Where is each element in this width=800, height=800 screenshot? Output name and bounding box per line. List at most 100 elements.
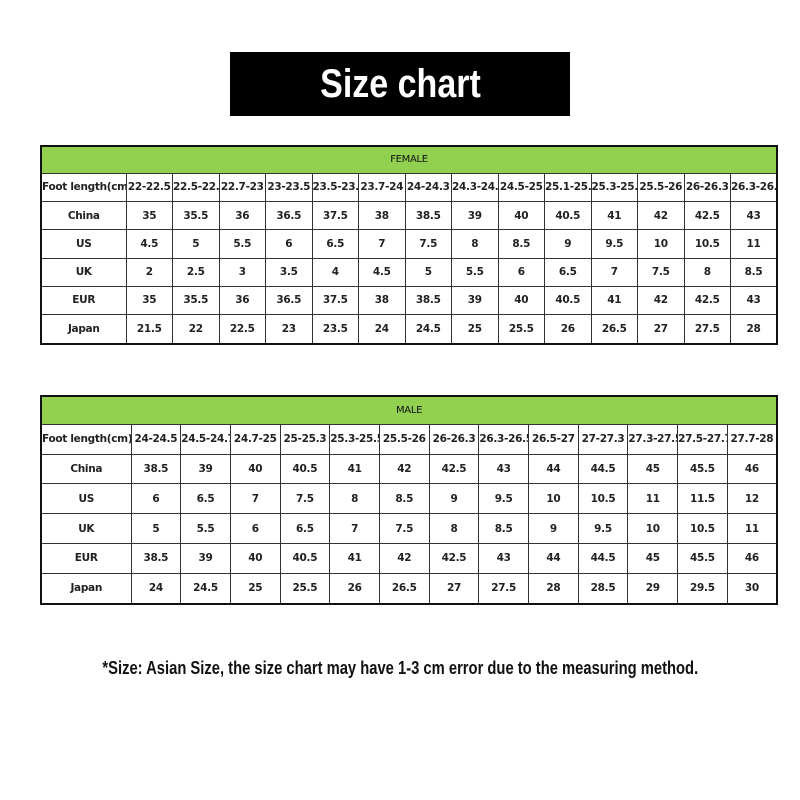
- foot-length-cell: 27.5-27.7: [677, 424, 728, 455]
- row-label: Foot length(cm): [40, 424, 132, 455]
- size-cell: 11: [627, 483, 679, 515]
- foot-length-cell: 24.7-25: [229, 424, 281, 455]
- foot-length-cell: 25.3-25.5: [590, 172, 638, 202]
- size-cell: 38.5: [404, 200, 452, 231]
- size-cell: 40: [497, 200, 545, 231]
- size-cell: 6: [229, 513, 281, 544]
- size-cell: 9: [528, 513, 579, 544]
- size-cell: 6.5: [279, 513, 331, 544]
- size-cell: 8.5: [378, 483, 430, 515]
- size-cell: 29: [627, 572, 679, 605]
- size-cell: 38.5: [130, 453, 182, 485]
- table-row: EUR 38.5 39 40 40.5 41 42 42.5 43 44 44.5 45 45.5 46: [40, 542, 778, 574]
- row-label: US: [40, 483, 132, 515]
- size-cell: 42.5: [428, 453, 480, 485]
- size-cell: 29.5: [677, 572, 728, 605]
- size-cell: 42.5: [428, 542, 480, 574]
- size-cell: 8.5: [478, 513, 529, 544]
- foot-length-cell: 24.5-25: [497, 172, 545, 202]
- foot-length-cell: 26.3-26.5: [478, 424, 529, 455]
- size-cell: 5: [172, 229, 220, 259]
- size-cell: 8.5: [497, 229, 545, 259]
- size-cell: 22: [172, 314, 220, 345]
- row-label: China: [40, 453, 132, 485]
- size-note: *Size: Asian Size, the size chart may ha…: [0, 658, 800, 679]
- size-cell: 27: [637, 314, 685, 345]
- size-cell: 7: [590, 257, 638, 287]
- size-cell: 43: [730, 285, 778, 316]
- size-cell: 7: [329, 513, 380, 544]
- size-cell: 6: [497, 257, 545, 287]
- size-cell: 8: [329, 483, 380, 515]
- size-cell: 45: [627, 453, 679, 485]
- size-cell: 36.5: [265, 200, 313, 231]
- size-cell: 38.5: [130, 542, 182, 574]
- size-cell: 8.5: [730, 257, 778, 287]
- size-cell: 24.5: [404, 314, 452, 345]
- size-cell: 7: [229, 483, 281, 515]
- size-cell: 8: [428, 513, 480, 544]
- row-label: China: [40, 200, 127, 231]
- size-cell: 9.5: [577, 513, 629, 544]
- foot-length-cell: 24-24.3: [404, 172, 452, 202]
- page-title: Size chart: [230, 52, 570, 116]
- table-section-title: MALE: [40, 395, 778, 426]
- foot-length-cell: 25.3-25.5: [329, 424, 380, 455]
- table-row: US 4.5 5 5.5 6 6.5 7 7.5 8 8.5 9 9.5 10 10.5 11: [40, 229, 778, 259]
- size-cell: 6.5: [544, 257, 592, 287]
- size-cell: 42: [637, 285, 685, 316]
- foot-length-cell: 25.5-26: [378, 424, 430, 455]
- size-cell: 25: [451, 314, 499, 345]
- size-cell: 37.5: [311, 285, 359, 316]
- foot-length-cell: 27.7-28: [726, 424, 778, 455]
- table-header-row: MALE: [40, 395, 778, 426]
- size-cell: 2.5: [172, 257, 220, 287]
- title-text: Size chart: [319, 61, 481, 106]
- size-cell: 28.5: [577, 572, 629, 605]
- table-row: UK 2 2.5 3 3.5 4 4.5 5 5.5 6 6.5 7 7.5 8 8.5: [40, 257, 778, 287]
- foot-length-cell: 22.5-22.7: [172, 172, 220, 202]
- table-row: Japan 24 24.5 25 25.5 26 26.5 27 27.5 28 28.5 29 29.…: [40, 572, 778, 605]
- foot-length-cell: 23.5-23.7: [311, 172, 359, 202]
- row-label: EUR: [40, 285, 127, 316]
- foot-length-cell: 26.5-27: [528, 424, 579, 455]
- foot-length-cell: 25.5-26: [637, 172, 685, 202]
- note-text: *Size: Asian Size, the size chart may ha…: [102, 658, 698, 678]
- size-cell: 6.5: [180, 483, 231, 515]
- foot-length-cell: 27.3-27.5: [627, 424, 679, 455]
- size-cell: 26.5: [378, 572, 430, 605]
- size-cell: 38: [358, 200, 406, 231]
- size-cell: 3.5: [265, 257, 313, 287]
- size-cell: 45.5: [677, 453, 728, 485]
- size-cell: 40.5: [279, 542, 331, 574]
- size-cell: 42.5: [683, 285, 731, 316]
- size-cell: 7.5: [378, 513, 430, 544]
- size-cell: 8: [683, 257, 731, 287]
- size-cell: 44.5: [577, 542, 629, 574]
- table-row: EUR 35 35.5 36 36.5 37.5 38 38.5 39 40 40.5 41 42 42.…: [40, 285, 778, 316]
- size-cell: 22.5: [218, 314, 266, 345]
- size-cell: 40: [229, 453, 281, 485]
- size-cell: 40.5: [544, 200, 592, 231]
- size-cell: 4: [311, 257, 359, 287]
- size-cell: 4.5: [125, 229, 173, 259]
- size-cell: 26: [544, 314, 592, 345]
- size-cell: 41: [329, 453, 380, 485]
- size-cell: 5.5: [451, 257, 499, 287]
- size-cell: 35: [125, 200, 173, 231]
- size-cell: 36: [218, 285, 266, 316]
- size-cell: 40: [497, 285, 545, 316]
- size-cell: 45.5: [677, 542, 728, 574]
- row-label: EUR: [40, 542, 132, 574]
- row-label: Japan: [40, 314, 127, 345]
- size-cell: 25: [229, 572, 281, 605]
- table-row: China 38.5 39 40 40.5 41 42 42.5 43 44 44.5 45 45.5 4…: [40, 453, 778, 485]
- foot-length-cell: 24.3-24.5: [451, 172, 499, 202]
- size-cell: 28: [528, 572, 579, 605]
- size-cell: 5.5: [218, 229, 266, 259]
- foot-length-cell: 27-27.3: [577, 424, 629, 455]
- size-cell: 41: [329, 542, 380, 574]
- size-cell: 9.5: [590, 229, 638, 259]
- size-cell: 24.5: [180, 572, 231, 605]
- size-cell: 26: [329, 572, 380, 605]
